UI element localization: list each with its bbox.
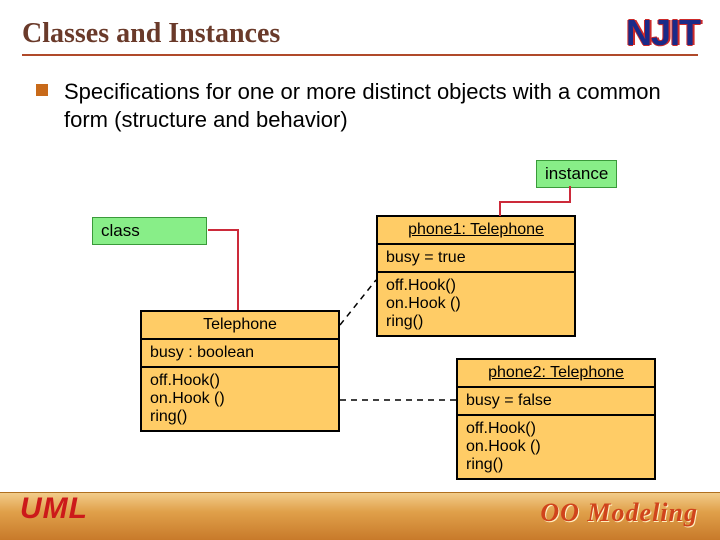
class-box-telephone: Telephone busy : boolean off.Hook() on.H… xyxy=(140,310,340,432)
bullet-icon xyxy=(36,84,48,96)
label-class: class xyxy=(92,217,207,245)
instance1-header: phone1: Telephone xyxy=(378,217,574,245)
slide-title: Classes and Instances xyxy=(22,18,280,50)
uml-logo: UML xyxy=(20,492,88,526)
instance-box-phone1: phone1: Telephone busy = true off.Hook()… xyxy=(376,215,576,337)
class-box-attributes: busy : boolean xyxy=(142,340,338,368)
instance1-operations: off.Hook() on.Hook () ring() xyxy=(378,273,574,335)
instance-box-phone2: phone2: Telephone busy = false off.Hook(… xyxy=(456,358,656,480)
instance1-attributes: busy = true xyxy=(378,245,574,273)
bullet-text: Specifications for one or more distinct … xyxy=(64,78,664,133)
instance2-attributes: busy = false xyxy=(458,388,654,416)
oo-modeling-label: OO Modeling xyxy=(540,498,698,528)
class-box-operations: off.Hook() on.Hook () ring() xyxy=(142,368,338,430)
instance2-header: phone2: Telephone xyxy=(458,360,654,388)
class-box-name: Telephone xyxy=(142,312,338,340)
instance2-operations: off.Hook() on.Hook () ring() xyxy=(458,416,654,478)
title-underline xyxy=(22,54,698,56)
njit-logo: NJIT xyxy=(626,12,700,54)
label-instance: instance xyxy=(536,160,617,188)
